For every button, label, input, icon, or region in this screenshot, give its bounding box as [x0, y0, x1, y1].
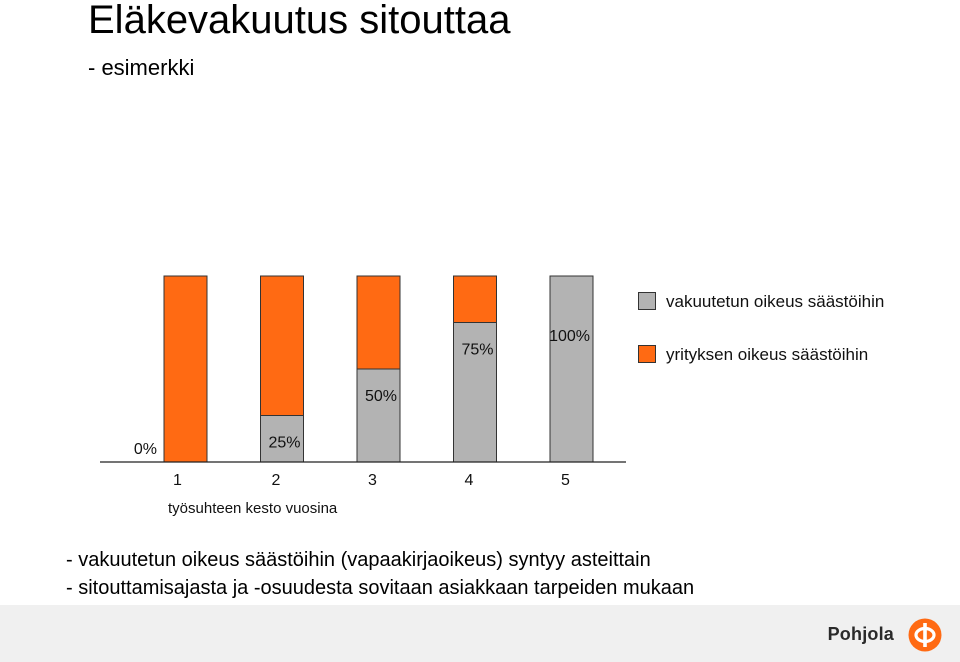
bars-layer: 0% 25% 50% 75% 100%	[134, 275, 594, 463]
data-label: 0%	[134, 441, 157, 458]
bar-segment-yrityksen	[260, 275, 304, 416]
note-line: - vakuutetun oikeus säästöihin (vapaakir…	[66, 549, 651, 571]
x-tick-label: 4	[465, 472, 474, 489]
data-label: 50%	[365, 388, 397, 405]
pohjola-logo-icon	[908, 618, 942, 652]
x-tick-label: 3	[368, 472, 377, 489]
notes: - vakuutetun oikeus säästöihin (vapaakir…	[66, 546, 694, 602]
data-label: 25%	[268, 435, 300, 452]
bar-segment-vakuutetun	[356, 368, 401, 463]
bar-segment-yrityksen	[453, 275, 497, 323]
data-label: 75%	[461, 342, 493, 359]
bar-segment-yrityksen	[356, 275, 401, 370]
bar-segment-vakuutetun	[453, 322, 497, 463]
note-line: - sitouttamisajasta ja -osuudesta sovita…	[66, 577, 695, 599]
x-tick-label: 5	[561, 472, 570, 489]
legend-swatch-orange	[638, 345, 656, 363]
stacked-bar-chart: 0% 25% 50% 75% 100% 1 2 3 4 5 työsuhteen kesto v…	[100, 275, 626, 517]
x-tick-labels: 1 2 3 4 5	[173, 472, 570, 489]
slide-title: Eläkevakuutus sitouttaa	[88, 0, 511, 42]
bar-segment-vakuutetun	[549, 275, 594, 463]
data-label: 100%	[549, 328, 590, 345]
x-tick-label: 1	[173, 472, 182, 489]
legend-swatch-gray	[638, 292, 656, 310]
brand-name: Pohjola	[827, 624, 894, 644]
legend-label: vakuutetun oikeus säästöihin	[666, 292, 885, 311]
footer-band	[0, 605, 960, 662]
legend-label: yrityksen oikeus säästöihin	[666, 345, 869, 364]
x-tick-label: 2	[272, 472, 281, 489]
bar-segment-yrityksen	[163, 275, 208, 463]
slide-subtitle: - esimerkki	[88, 55, 195, 80]
x-axis-label: työsuhteen kesto vuosina	[168, 500, 338, 517]
